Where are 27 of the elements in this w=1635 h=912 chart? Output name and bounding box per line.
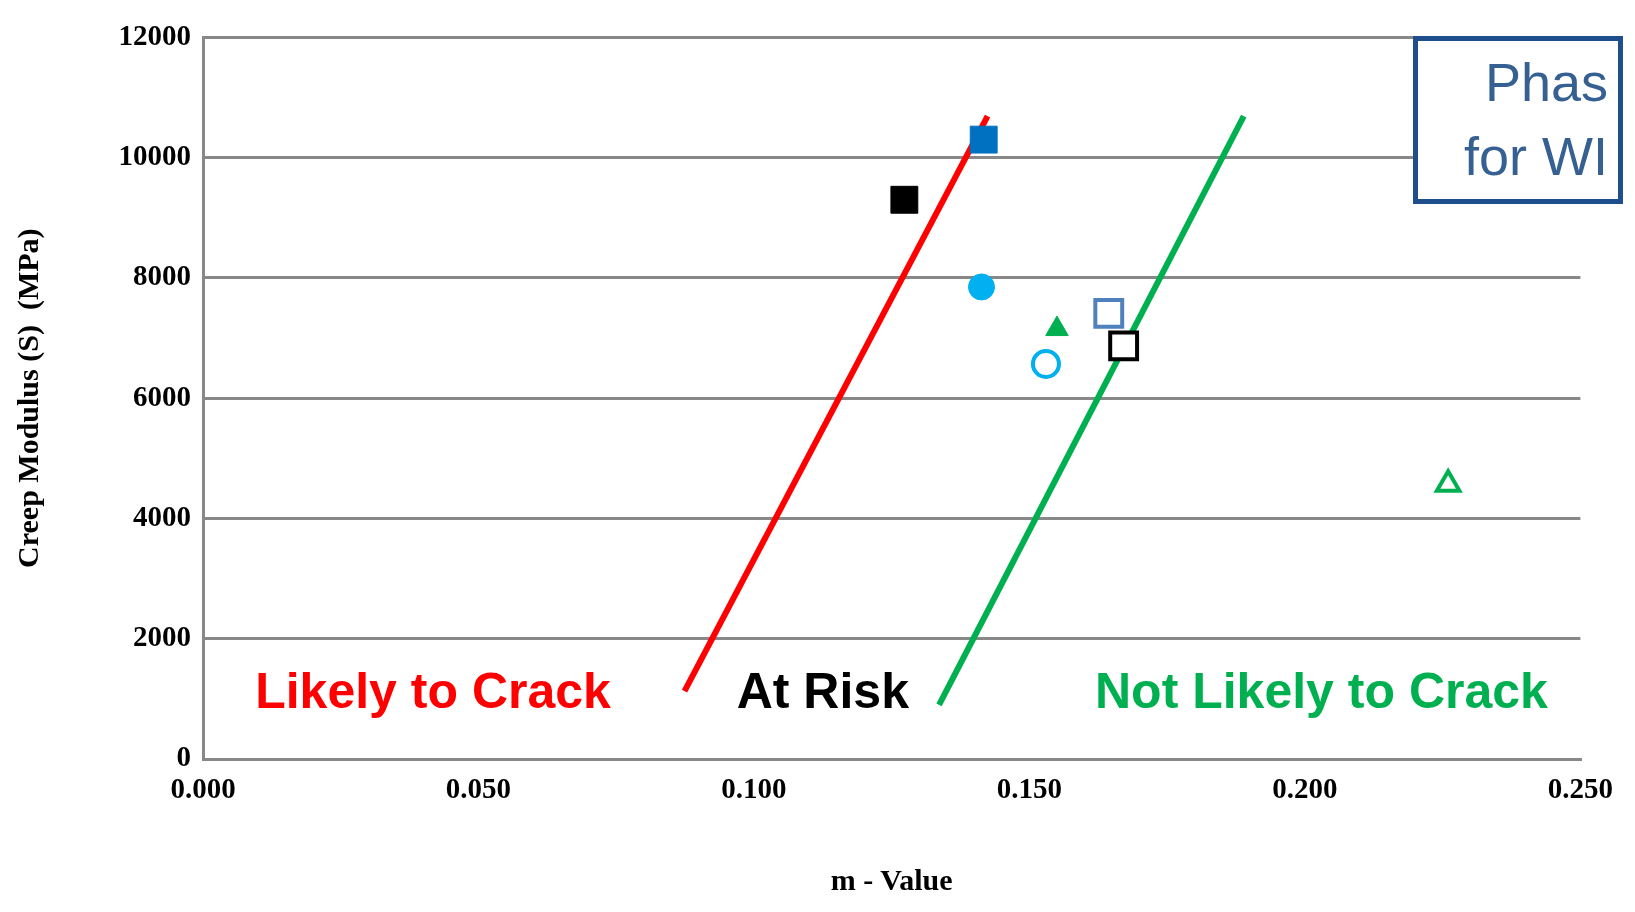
x-tick-label: 0.200	[1272, 771, 1338, 804]
annotation: At Risk	[736, 662, 910, 719]
annotation: for WI	[1463, 125, 1608, 188]
y-tick-label: 12000	[118, 18, 191, 51]
y-tick-label: 6000	[133, 379, 191, 412]
text-box: Phas for WI	[1413, 36, 1623, 204]
y-tick-label: 10000	[118, 139, 191, 172]
annotation: Not Likely to Crack	[1094, 662, 1549, 719]
x-tick-label: 0.050	[445, 771, 512, 804]
x-tick-label: 0.100	[721, 771, 787, 804]
point	[967, 273, 995, 301]
x-tick-label: 0.000	[170, 771, 236, 804]
x-tick-label: 0.250	[1547, 771, 1613, 804]
point	[1108, 330, 1140, 362]
y-tick-label: 8000	[133, 259, 191, 292]
y-tick-label: 0	[176, 740, 191, 773]
y-tick-label: 4000	[133, 499, 191, 532]
annotation: Likely to Crack	[255, 662, 612, 719]
x-tick-label: 0.150	[996, 771, 1063, 804]
point	[1030, 348, 1061, 379]
x-axis-title: m - Value	[830, 862, 953, 896]
y-tick-label: 2000	[133, 620, 191, 653]
point	[1093, 297, 1125, 329]
y-axis-title: Creep Modulus (S) (MPa)	[10, 228, 45, 568]
point	[969, 125, 998, 154]
annotation: Phas	[1483, 51, 1608, 114]
point	[890, 185, 919, 214]
